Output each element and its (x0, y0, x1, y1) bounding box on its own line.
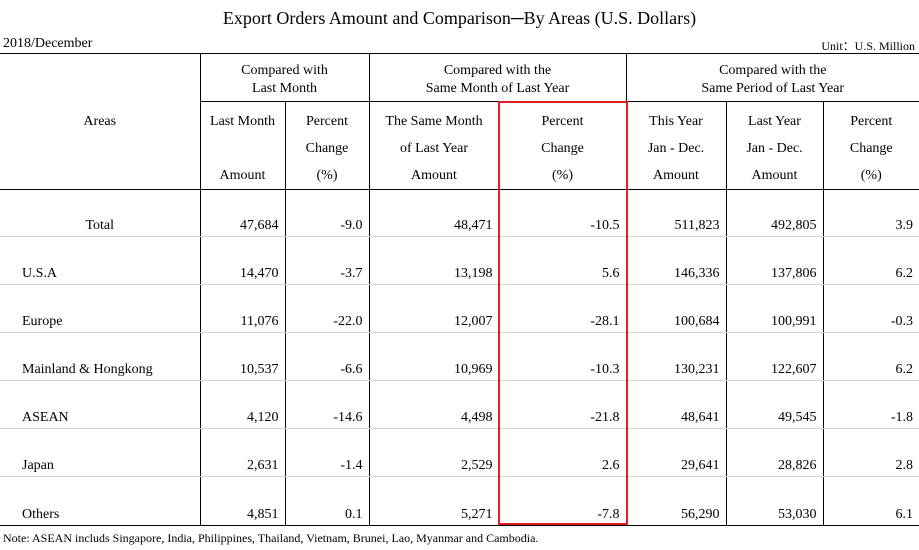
cell-pct3: 6.2 (823, 236, 919, 285)
cell-last-year: 492,805 (726, 189, 824, 237)
cell-pct1: -22.0 (285, 284, 370, 333)
cell-same-month: 12,007 (369, 284, 500, 333)
header-percent-change-3: Percent Change (%) (823, 101, 919, 190)
header-same-month-amount: The Same Month of Last Year Amount (369, 101, 500, 190)
cell-pct3: 6.1 (823, 476, 919, 526)
cell-this-year: 48,641 (626, 380, 727, 429)
row-area: ASEAN (0, 380, 201, 429)
cell-last-month: 10,537 (200, 332, 286, 381)
cell-pct2: -10.5 (499, 189, 627, 237)
table-row: Japan 2,631 -1.4 2,529 2.6 29,641 28,826… (0, 428, 919, 477)
cell-last-month: 2,631 (200, 428, 286, 477)
cell-last-year: 49,545 (726, 380, 824, 429)
row-area: Europe (0, 284, 201, 333)
header-last-month-amount: Last Month Amount (200, 101, 286, 190)
cell-pct1: -6.6 (285, 332, 370, 381)
header-group-last-month: Compared with Last Month (200, 53, 370, 102)
report-period: 2018/December (3, 36, 93, 51)
table-row: Total 47,684 -9.0 48,471 -10.5 511,823 4… (0, 189, 919, 237)
cell-pct3: -0.3 (823, 284, 919, 333)
cell-pct1: -1.4 (285, 428, 370, 477)
cell-this-year: 56,290 (626, 476, 727, 526)
row-area: Total (0, 189, 201, 237)
row-area: Japan (0, 428, 201, 477)
cell-this-year: 146,336 (626, 236, 727, 285)
cell-last-month: 4,851 (200, 476, 286, 526)
table-row: Mainland & Hongkong 10,537 -6.6 10,969 -… (0, 332, 919, 381)
cell-same-month: 4,498 (369, 380, 500, 429)
row-area: Mainland & Hongkong (0, 332, 201, 381)
cell-last-month: 14,470 (200, 236, 286, 285)
footnote: Note: ASEAN includs Singapore, India, Ph… (3, 531, 539, 545)
cell-last-year: 28,826 (726, 428, 824, 477)
cell-last-year: 137,806 (726, 236, 824, 285)
header-group-same-period: Compared with the Same Period of Last Ye… (626, 53, 919, 102)
table-row: ASEAN 4,120 -14.6 4,498 -21.8 48,641 49,… (0, 380, 919, 429)
cell-last-year: 122,607 (726, 332, 824, 381)
header-percent-change-1: Percent Change (%) (285, 101, 370, 190)
cell-same-month: 5,271 (369, 476, 500, 526)
cell-pct2: -7.8 (499, 476, 627, 526)
row-area: Others (0, 476, 201, 526)
cell-pct1: -14.6 (285, 380, 370, 429)
cell-this-year: 130,231 (626, 332, 727, 381)
cell-same-month: 13,198 (369, 236, 500, 285)
cell-pct2: -10.3 (499, 332, 627, 381)
cell-pct1: 0.1 (285, 476, 370, 526)
cell-pct2: 5.6 (499, 236, 627, 285)
cell-pct3: 2.8 (823, 428, 919, 477)
cell-this-year: 29,641 (626, 428, 727, 477)
cell-last-month: 4,120 (200, 380, 286, 429)
cell-pct2: -21.8 (499, 380, 627, 429)
header-areas: Areas (0, 53, 201, 190)
cell-same-month: 48,471 (369, 189, 500, 237)
cell-last-month: 11,076 (200, 284, 286, 333)
cell-last-year: 100,991 (726, 284, 824, 333)
cell-pct2: 2.6 (499, 428, 627, 477)
cell-pct3: 6.2 (823, 332, 919, 381)
cell-last-month: 47,684 (200, 189, 286, 237)
table-row: Europe 11,076 -22.0 12,007 -28.1 100,684… (0, 284, 919, 333)
cell-same-month: 10,969 (369, 332, 500, 381)
unit-label: Unit：U.S. Million (821, 39, 915, 53)
cell-this-year: 100,684 (626, 284, 727, 333)
document-title: Export Orders Amount and Comparison─By A… (222, 8, 697, 28)
cell-this-year: 511,823 (626, 189, 727, 237)
cell-pct2: -28.1 (499, 284, 627, 333)
export-orders-table: Areas Compared with Last Month Compared … (0, 53, 919, 526)
header-percent-change-2: Percent Change (%) (499, 101, 627, 190)
cell-same-month: 2,529 (369, 428, 500, 477)
header-group-same-month: Compared with the Same Month of Last Yea… (369, 53, 627, 102)
cell-pct1: -3.7 (285, 236, 370, 285)
cell-pct3: -1.8 (823, 380, 919, 429)
table-row: Others 4,851 0.1 5,271 -7.8 56,290 53,03… (0, 476, 919, 526)
cell-pct1: -9.0 (285, 189, 370, 237)
cell-pct3: 3.9 (823, 189, 919, 237)
header-last-year-amount: Last Year Jan - Dec. Amount (726, 101, 824, 190)
table-row: U.S.A 14,470 -3.7 13,198 5.6 146,336 137… (0, 236, 919, 285)
header-this-year-amount: This Year Jan - Dec. Amount (626, 101, 727, 190)
row-area: U.S.A (0, 236, 201, 285)
cell-last-year: 53,030 (726, 476, 824, 526)
